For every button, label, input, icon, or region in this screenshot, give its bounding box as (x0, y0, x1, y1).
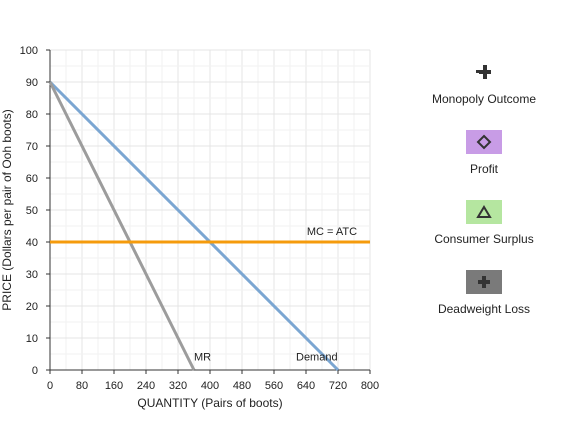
x-tick-label: 480 (233, 380, 251, 392)
legend-item-profit[interactable]: Profit (424, 130, 544, 176)
y-tick-label: 90 (26, 77, 38, 89)
triangle-icon (476, 205, 492, 218)
x-tick-label: 560 (265, 380, 283, 392)
x-tick-label: 80 (76, 380, 88, 392)
legend-item-consumer-surplus[interactable]: Consumer Surplus (424, 200, 544, 246)
y-tick-label: 10 (26, 333, 38, 345)
labels: Demand MR MC = ATC (194, 226, 357, 363)
series-mr-line (48, 81, 196, 371)
series-label-demand: Demand (296, 351, 338, 363)
y-tick-label: 70 (26, 141, 38, 153)
series-label-mr: MR (194, 351, 211, 363)
y-tick-label: 30 (26, 269, 38, 281)
x-tick-label: 0 (47, 380, 53, 392)
plus-icon (478, 276, 490, 288)
diamond-icon (476, 134, 492, 150)
x-axis-title: QUANTITY (Pairs of boots) (137, 396, 282, 410)
x-tick-label: 320 (169, 380, 187, 392)
series (48, 80, 370, 372)
y-tick-label: 20 (26, 301, 38, 313)
legend-item-monopoly-outcome[interactable]: Monopoly Outcome (424, 60, 544, 106)
y-tick-label: 100 (20, 45, 38, 57)
legend-item-deadweight-loss[interactable]: Deadweight Loss (424, 270, 544, 316)
plus-marker-icon (476, 65, 491, 79)
y-tick-label: 0 (32, 365, 38, 377)
y-tick-label: 60 (26, 173, 38, 185)
y-tick-label: 50 (26, 205, 38, 217)
x-tick-label: 400 (201, 380, 219, 392)
axes: 0 10 20 30 40 50 60 70 80 90 100 0 80 160 240 320 400 480… (20, 45, 380, 392)
x-tick-label: 640 (297, 380, 315, 392)
legend-label: Consumer Surplus (434, 232, 534, 246)
grid (49, 49, 371, 371)
legend-swatch-consumer-surplus[interactable] (466, 200, 502, 224)
x-tick-label: 160 (105, 380, 123, 392)
y-tick-label: 80 (26, 109, 38, 121)
y-tick-label: 40 (26, 237, 38, 249)
y-axis-title: PRICE (Dollars per pair of Ooh boots) (0, 109, 14, 310)
legend-swatch-profit[interactable] (466, 130, 502, 154)
legend-label: Deadweight Loss (437, 302, 531, 316)
legend-swatch-monopoly-outcome[interactable] (466, 60, 502, 84)
legend-swatch-deadweight-loss[interactable] (466, 270, 502, 294)
x-tick-label: 800 (361, 380, 379, 392)
legend-label: Monopoly Outcome (431, 92, 537, 106)
legend-label: Profit (469, 162, 498, 176)
x-tick-label: 720 (329, 380, 347, 392)
series-demand-line (48, 80, 340, 372)
series-label-mc-atc: MC = ATC (307, 226, 357, 238)
x-tick-label: 240 (137, 380, 155, 392)
